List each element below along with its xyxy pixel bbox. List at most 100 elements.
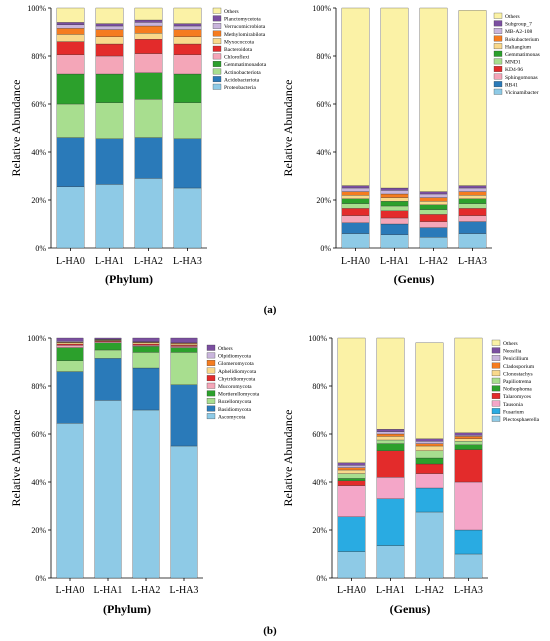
y-axis-label: Relative Abundance xyxy=(281,410,295,507)
bar-segment xyxy=(132,337,160,342)
legend-label: Mortierellomycota xyxy=(218,392,260,398)
bar-segment xyxy=(94,342,122,351)
bar-segment xyxy=(132,342,160,345)
legend-swatch xyxy=(491,393,501,399)
bar-segment xyxy=(376,498,405,546)
bar-segment xyxy=(415,487,444,513)
legend-swatch xyxy=(493,20,503,27)
y-tick-label: 0% xyxy=(35,244,46,253)
y-tick-label: 100% xyxy=(312,4,331,13)
legend-label: Neosilia xyxy=(503,349,522,355)
legend-label: Gemmatimonadota xyxy=(224,62,267,68)
legend-swatch xyxy=(491,355,501,361)
bar-segment xyxy=(132,352,160,369)
bar-segment xyxy=(454,449,483,483)
bar-segment xyxy=(419,193,448,198)
bar-segment xyxy=(170,384,198,447)
bar-segment xyxy=(173,54,202,75)
legend-label: Subgroup_7 xyxy=(505,22,532,28)
bar-segment xyxy=(376,433,405,437)
legend-swatch xyxy=(206,405,216,412)
legend-label: Methylomirabilota xyxy=(224,32,266,38)
bar-segment xyxy=(458,10,487,186)
legend-swatch xyxy=(491,385,501,392)
y-tick-label: 20% xyxy=(316,196,331,205)
bar-segment xyxy=(94,341,122,343)
bar-segment xyxy=(458,208,487,216)
bar-segment xyxy=(458,185,487,189)
legend-swatch xyxy=(493,43,503,50)
legend-swatch xyxy=(493,66,503,72)
bar-segment xyxy=(56,41,85,55)
bar-segment xyxy=(95,25,124,30)
bar-segment xyxy=(56,7,85,23)
y-tick-label: 0% xyxy=(316,574,327,583)
y-tick-label: 20% xyxy=(31,526,46,535)
bar-segment xyxy=(337,465,366,468)
bar-segment xyxy=(134,137,163,179)
x-axis-label: (Genus) xyxy=(390,602,431,616)
legend-label: Others xyxy=(218,346,233,352)
bar-segment xyxy=(454,441,483,445)
bar-segment xyxy=(95,184,124,249)
bar-segment xyxy=(341,191,370,196)
legend-label: Acidobacteriota xyxy=(224,77,260,83)
bar-segment xyxy=(173,23,202,27)
bar-segment xyxy=(376,450,405,478)
bar-segment xyxy=(132,345,160,347)
y-tick-label: 40% xyxy=(316,148,331,157)
legend-swatch xyxy=(493,88,503,95)
bar-segment xyxy=(376,436,405,441)
bar-segment xyxy=(56,371,84,424)
legend-swatch xyxy=(206,360,216,366)
bar-segment xyxy=(454,481,483,531)
bar-segment xyxy=(415,457,444,465)
legend-swatch xyxy=(493,73,503,80)
bar-segment xyxy=(341,187,370,192)
bar-segment xyxy=(380,217,409,225)
legend-label: Sphingomonas xyxy=(505,75,538,81)
bar-segment xyxy=(380,197,409,202)
bar-segment xyxy=(454,432,483,436)
bar-segment xyxy=(415,443,444,447)
bar-segment xyxy=(95,43,124,57)
x-tick-label: L-HA1 xyxy=(95,256,124,267)
y-tick-label: 60% xyxy=(312,430,327,439)
legend-label: Glomeromycota xyxy=(218,361,254,367)
legend-label: Penicillium xyxy=(503,356,529,362)
x-tick-label: L-HA2 xyxy=(419,256,448,267)
legend-swatch xyxy=(206,390,216,397)
legend-swatch xyxy=(212,61,222,67)
x-tick-label: L-HA0 xyxy=(341,256,370,267)
bar-segment xyxy=(56,24,85,29)
bar-segment xyxy=(337,551,366,579)
legend-label: Plectosphaerella xyxy=(503,417,540,423)
bar-segment xyxy=(56,347,84,361)
bar-segment xyxy=(454,337,483,433)
bar-segment xyxy=(95,138,124,185)
bar-segment xyxy=(95,29,124,37)
legend-swatch xyxy=(493,58,503,65)
bar-segment xyxy=(415,450,444,459)
bar-segment xyxy=(419,209,448,215)
legend-swatch xyxy=(206,344,216,351)
legend-label: Gemmatimonas xyxy=(505,52,540,58)
bar-segment xyxy=(173,102,202,139)
legend-swatch xyxy=(493,50,503,57)
bar-segment xyxy=(134,7,163,21)
legend-swatch xyxy=(491,408,501,415)
bar-segment xyxy=(95,36,124,45)
legend-label: Myxococcota xyxy=(224,39,254,45)
legend-label: Papiliotrema xyxy=(503,379,532,385)
legend-swatch xyxy=(493,28,503,34)
bar-segment xyxy=(56,337,84,342)
x-tick-label: L-HA3 xyxy=(454,585,483,596)
bar-segment xyxy=(380,210,409,219)
bar-segment xyxy=(170,346,198,348)
panel-label-b: (b) xyxy=(263,625,277,637)
bar-segment xyxy=(380,190,409,195)
bar-segment xyxy=(95,102,124,139)
bar-segment xyxy=(376,439,405,444)
